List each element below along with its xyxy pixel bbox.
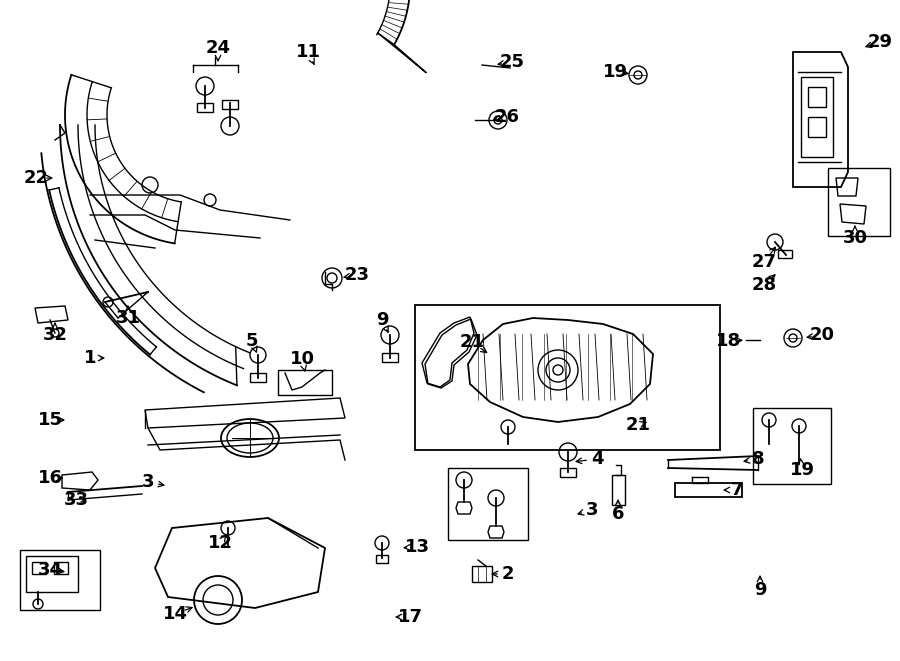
Text: 5: 5 <box>246 332 258 350</box>
Text: 9: 9 <box>754 581 766 599</box>
Text: 14: 14 <box>163 605 187 623</box>
Text: 33: 33 <box>64 491 88 509</box>
Bar <box>560 468 576 477</box>
Bar <box>250 373 266 382</box>
Text: 2: 2 <box>502 565 514 583</box>
Bar <box>26 556 78 592</box>
Text: 1: 1 <box>84 349 96 367</box>
Text: 11: 11 <box>295 43 320 61</box>
Text: 18: 18 <box>716 332 741 350</box>
Text: 15: 15 <box>38 411 62 429</box>
Text: 28: 28 <box>752 276 777 294</box>
Text: 29: 29 <box>868 33 893 51</box>
Text: 31: 31 <box>115 309 140 327</box>
Text: 25: 25 <box>500 53 525 71</box>
Text: 16: 16 <box>38 469 62 487</box>
Text: 32: 32 <box>42 326 68 344</box>
Bar <box>753 408 831 484</box>
Text: 19: 19 <box>602 63 627 81</box>
Text: 30: 30 <box>842 229 868 247</box>
Text: 3: 3 <box>142 473 154 491</box>
Text: 24: 24 <box>205 39 230 57</box>
Bar <box>828 168 890 236</box>
Text: 23: 23 <box>345 266 370 284</box>
Text: 4: 4 <box>590 450 603 468</box>
Text: 34: 34 <box>38 561 62 579</box>
Bar <box>448 468 528 540</box>
Bar <box>222 100 238 109</box>
Text: 26: 26 <box>494 108 519 126</box>
Bar <box>32 562 46 574</box>
Text: 17: 17 <box>398 608 422 626</box>
Bar <box>20 550 100 610</box>
Bar <box>382 353 398 362</box>
Text: 19: 19 <box>789 461 814 479</box>
Text: 6: 6 <box>612 505 625 523</box>
Bar <box>808 87 826 107</box>
Bar <box>801 77 833 157</box>
Text: 21: 21 <box>626 416 651 434</box>
Bar <box>415 305 720 450</box>
Text: 9: 9 <box>376 311 388 329</box>
Text: 10: 10 <box>290 350 314 368</box>
Text: 13: 13 <box>404 538 429 556</box>
Bar <box>197 103 213 112</box>
Text: 27: 27 <box>752 253 777 271</box>
Text: 7: 7 <box>731 481 743 499</box>
Text: 21: 21 <box>460 333 484 351</box>
Text: 8: 8 <box>752 450 764 468</box>
Bar <box>808 117 826 137</box>
Text: 12: 12 <box>208 534 232 552</box>
Bar <box>54 562 68 574</box>
Text: 3: 3 <box>586 501 598 519</box>
Text: 20: 20 <box>809 326 834 344</box>
Bar <box>778 250 792 258</box>
Bar <box>376 555 388 563</box>
Text: 22: 22 <box>23 169 49 187</box>
